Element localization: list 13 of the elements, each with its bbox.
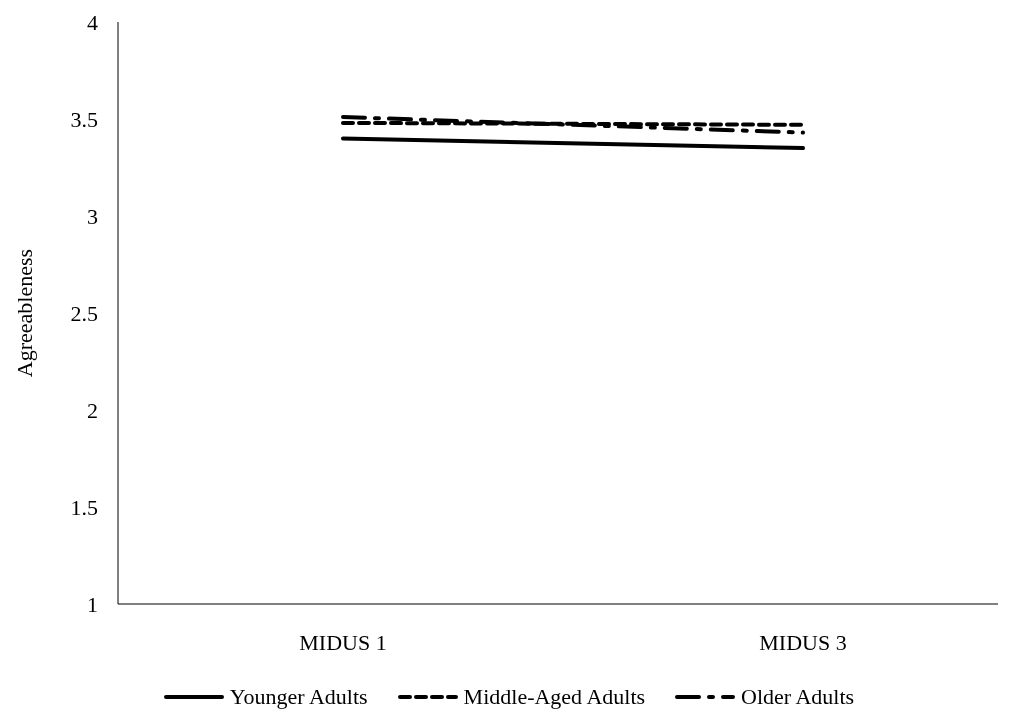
y-tick-label: 4 [87,9,98,35]
legend-label: Older Adults [741,684,855,710]
y-tick-label: 3 [87,203,98,229]
y-tick-label: 1.5 [70,494,98,520]
y-tick-label: 2.5 [70,300,98,326]
legend-label: Younger Adults [229,684,368,710]
y-tick-label: 1 [87,591,98,617]
y-tick-label: 2 [87,397,98,423]
legend-label: Middle-Aged Adults [463,684,646,710]
x-tick-label: MIDUS 3 [759,629,847,655]
x-tick-label: MIDUS 1 [299,629,387,655]
y-tick-label: 3.5 [70,106,98,132]
y-axis-title: Agreeableness [11,248,37,378]
